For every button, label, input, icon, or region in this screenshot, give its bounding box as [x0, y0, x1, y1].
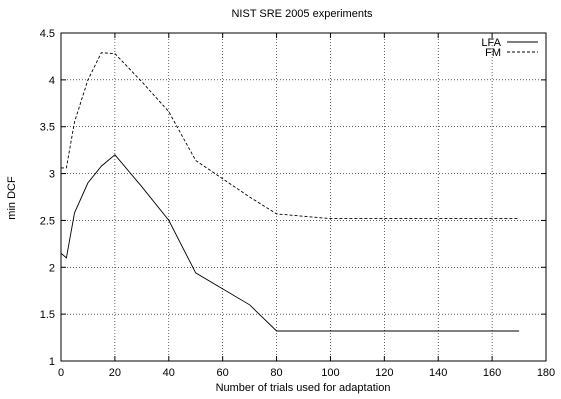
- x-tick-label: 80: [270, 367, 282, 379]
- x-tick-label: 180: [537, 367, 555, 379]
- x-tick-label: 160: [483, 367, 501, 379]
- x-tick-label: 120: [375, 367, 393, 379]
- y-tick-label: 3.5: [40, 122, 55, 134]
- y-tick-label: 1.5: [40, 309, 55, 321]
- y-tick-label: 3: [49, 169, 55, 181]
- x-tick-label: 140: [429, 367, 447, 379]
- x-tick-label: 60: [217, 367, 229, 379]
- x-tick-label: 20: [109, 367, 121, 379]
- x-tick-label: 40: [163, 367, 175, 379]
- y-tick-label: 2.5: [40, 215, 55, 227]
- x-tick-label: 0: [58, 367, 64, 379]
- y-tick-label: 4.5: [40, 28, 55, 40]
- grid-lines: [61, 33, 546, 361]
- series-lines: [60, 52, 520, 332]
- series-line-fm: [61, 52, 520, 220]
- legend-label-fm: FM: [485, 47, 501, 59]
- x-axis-label: Number of trials used for adaptation: [216, 382, 391, 394]
- legend-label-lfa: LFA: [481, 37, 501, 49]
- plot-frame: [60, 32, 547, 362]
- x-tick-label: 100: [321, 367, 339, 379]
- y-axis-label: min DCF: [6, 176, 18, 220]
- y-tick-label: 2: [49, 262, 55, 274]
- chart-title: NIST SRE 2005 experiments: [231, 8, 373, 20]
- series-line-lfa: [60, 154, 520, 332]
- axis-ticks: 0 20 40 60 80 100 120 140 160 180 1 1.5 2 2.5 3 3.5 4 4.5: [40, 28, 555, 379]
- y-tick-label: 4: [49, 75, 55, 87]
- y-tick-label: 1: [49, 356, 55, 368]
